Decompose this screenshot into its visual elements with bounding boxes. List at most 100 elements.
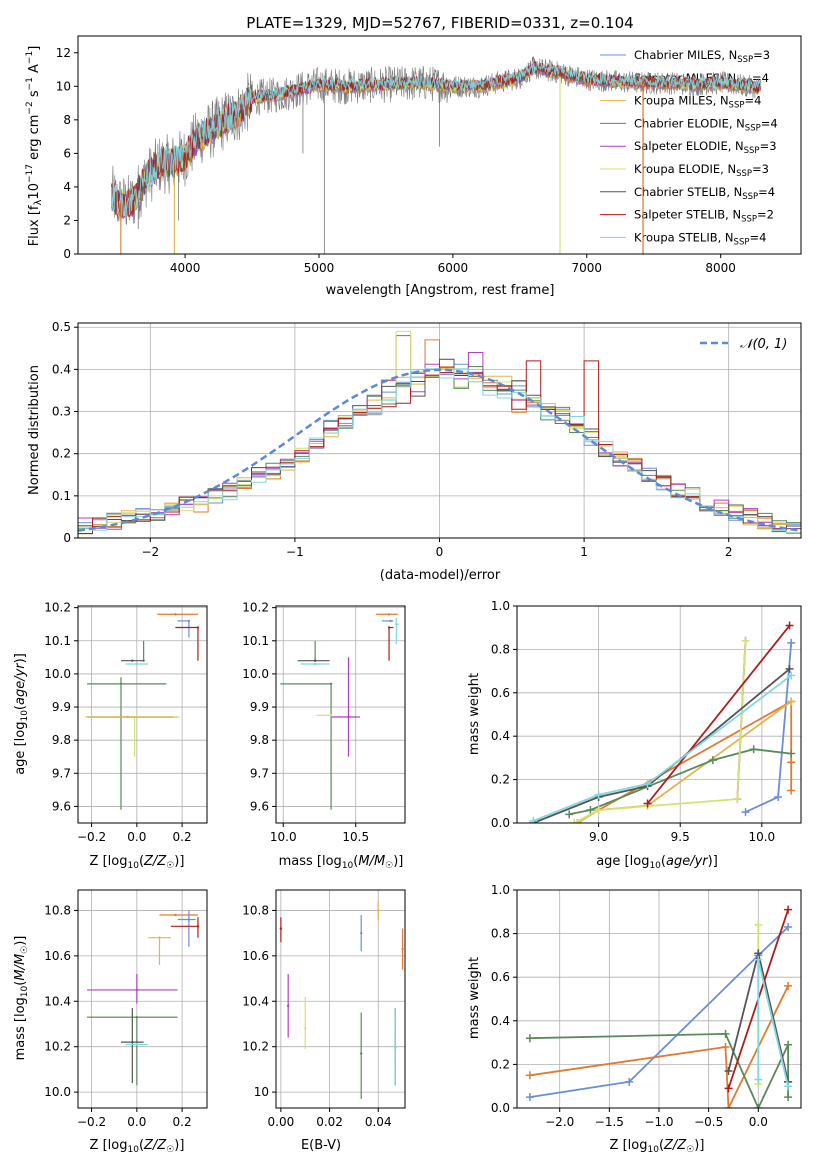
legend-label-chab_elod: Chabrier ELODIE, NSSP=4 bbox=[634, 116, 778, 133]
point-chab_elod bbox=[329, 682, 333, 686]
mw-marker-krou_stel bbox=[529, 816, 538, 823]
spectrum-xtick-label: 7000 bbox=[572, 261, 603, 275]
age_vs_mass-ytick-label: 9.7 bbox=[250, 766, 269, 780]
mw-marker-chab_miles bbox=[625, 1077, 634, 1086]
residuals-xtick-label: 1 bbox=[580, 545, 588, 559]
spectrum-xlabel: wavelength [Angstrom, rest frame] bbox=[326, 283, 555, 298]
age_vs_Z-ytick-label: 10.2 bbox=[44, 601, 71, 615]
massweight_vs_age-axes: 9.0 9.5 10.0 0.0 0.2 0.4 0.6 0.8 1.0 bbox=[491, 599, 802, 844]
mass_vs_ebv-plot-area bbox=[279, 901, 404, 1099]
point-salp_miles bbox=[174, 613, 177, 616]
spectrum-frame bbox=[77, 35, 802, 255]
point-chab_elod bbox=[359, 1052, 363, 1055]
residuals-ylabel: Normed distribution bbox=[27, 365, 42, 495]
age_vs_Z-ytick-label: 10.0 bbox=[44, 667, 71, 681]
residuals-axes: −2 −1 0 1 2 0 0.1 0.2 0.3 0.4 0.5 bbox=[52, 320, 802, 559]
age_vs_Z-axes: −0.2 0.0 0.2 9.6 9.7 9.8 9.9 10.0 10.1 10.2 bbox=[44, 601, 208, 844]
spectrum-xtick-label: 6000 bbox=[438, 261, 469, 275]
ageZ-ylabel: age [log10(age/yr)] bbox=[13, 653, 30, 775]
mw-marker-chab_elod bbox=[721, 1029, 730, 1038]
mass_vs_ebv-ytick-label: 10 bbox=[254, 1085, 269, 1099]
mw-marker-chab_elod bbox=[754, 1104, 763, 1108]
ageM-xlabel: mass [log10(M/M☉)] bbox=[279, 854, 404, 871]
mw-marker-krou_stel bbox=[787, 671, 796, 680]
mw-line-krou_stel bbox=[532, 674, 792, 822]
mass_vs_ebv-xtick-label: 0.00 bbox=[268, 1115, 295, 1129]
massweight_vs_age-ytick-label: 0.4 bbox=[491, 729, 510, 743]
mass_vs_Z-ytick-label: 10.2 bbox=[44, 1040, 71, 1054]
mw-marker-krou_stel bbox=[643, 779, 652, 788]
massweight_vs_Z-xtick-label: −2.0 bbox=[545, 1115, 574, 1129]
residuals-ytick-label: 0.3 bbox=[52, 405, 71, 419]
mw-line-chab_stel bbox=[532, 668, 791, 823]
massweight_vs_Z-ticks: −2.0 −1.5 −1.0 −0.5 0.0 0.0 0.2 0.4 0.6 0.8 1.0 bbox=[491, 883, 768, 1129]
residuals-ytick-label: 0.1 bbox=[52, 489, 71, 503]
age_vs_mass-xtick-label: 10.0 bbox=[270, 830, 297, 844]
residuals-ytick-label: 0.4 bbox=[52, 362, 71, 376]
legend-label-chab_stel: Chabrier STELIB, NSSP=4 bbox=[634, 185, 775, 202]
point-chab_stel bbox=[131, 659, 134, 662]
residuals-frame bbox=[77, 322, 802, 539]
spectrum-ytick-label: 10 bbox=[56, 79, 71, 93]
model-spectrum-krou_stel bbox=[111, 60, 762, 217]
massweight_vs_Z-ytick-label: 0.0 bbox=[491, 1101, 510, 1115]
mass_vs_ebv-ytick-label: 10.8 bbox=[242, 903, 269, 917]
mw-marker-krou_miles bbox=[787, 697, 796, 706]
legend-label-salp_elod: Salpeter ELODIE, NSSP=3 bbox=[634, 139, 777, 156]
residuals-xlabel: (data-model)/error bbox=[380, 568, 501, 583]
age_vs_mass-ytick-label: 10.2 bbox=[242, 601, 269, 615]
point-salp_miles bbox=[401, 947, 404, 951]
age_vs_Z-xtick-label: 0.2 bbox=[173, 830, 192, 844]
mw-marker-chab_elod bbox=[784, 1040, 793, 1049]
mass_vs_ebv-ytick-label: 10.2 bbox=[242, 1040, 269, 1054]
massweight_vs_Z-xtick-label: −1.0 bbox=[644, 1115, 673, 1129]
mw-marker-salp_stel bbox=[724, 1084, 733, 1093]
age_vs_Z-ytick-label: 9.6 bbox=[52, 799, 71, 813]
mw-marker-krou_stel bbox=[784, 1082, 793, 1091]
mw-marker-chab_miles bbox=[787, 638, 796, 647]
mw-marker-krou_elod bbox=[733, 795, 742, 804]
massweight_vs_Z-ytick-label: 0.8 bbox=[491, 927, 510, 941]
residuals-ytick-label: 0 bbox=[63, 531, 71, 545]
mass_vs_ebv-axes: 0.00 0.02 0.04 10 10.2 10.4 10.6 10.8 bbox=[242, 889, 406, 1129]
age_vs_Z-frame bbox=[77, 605, 208, 824]
age_vs_mass-ticks: 10.0 10.5 9.6 9.7 9.8 9.9 10.0 10.1 10.2 bbox=[242, 601, 369, 844]
age-vs-metallicity-panel: Z [log10(Z/Z☉)] age [log10(age/yr)] −0.2… bbox=[13, 601, 208, 871]
massweight-vs-age-panel: age [log10(age/yr)] mass weight 9.0 9.5 10… bbox=[467, 599, 802, 871]
residuals-xtick-label: 0 bbox=[436, 545, 444, 559]
residuals-panel: (data-model)/error Normed distribution 𝒩… bbox=[27, 320, 802, 583]
spectrum-xtick-label: 8000 bbox=[705, 261, 736, 275]
mass_vs_Z-ytick-label: 10.4 bbox=[44, 994, 71, 1008]
mass_vs_ebv-ticks: 0.00 0.02 0.04 10 10.2 10.4 10.6 10.8 bbox=[242, 903, 391, 1129]
point-salp_stel bbox=[387, 626, 391, 629]
mass_vs_Z-ytick-label: 10.8 bbox=[44, 903, 71, 917]
massweight_vs_age-xtick-label: 9.0 bbox=[589, 830, 608, 844]
mass_vs_ebv-ytick-label: 10.6 bbox=[242, 949, 269, 963]
spectrum-ytick-label: 12 bbox=[56, 46, 71, 60]
mw-marker-chab_elod bbox=[784, 1093, 793, 1102]
massweight_vs_Z-frame bbox=[516, 889, 802, 1109]
mass_vs_Z-ticks: −0.2 0.0 0.2 10.0 10.2 10.4 10.6 10.8 bbox=[44, 903, 191, 1129]
point-chab_elod bbox=[119, 682, 123, 686]
mass_vs_Z-frame bbox=[77, 889, 208, 1109]
mw-marker-chab_miles bbox=[741, 808, 750, 817]
mass_vs_Z-xtick-label: −0.2 bbox=[77, 1115, 106, 1129]
point-salp_elod bbox=[347, 715, 350, 719]
spectrum-ticks: 4000 5000 6000 7000 8000 0 2 4 6 8 10 12 bbox=[56, 46, 736, 275]
spectrum-panel: PLATE=1329, MJD=52767, FIBERID=0331, z=0… bbox=[25, 14, 802, 298]
massweight_vs_age-frame bbox=[516, 605, 802, 824]
age_vs_Z-ticks: −0.2 0.0 0.2 9.6 9.7 9.8 9.9 10.0 10.1 10.2 bbox=[44, 601, 191, 844]
point-krou_stel bbox=[313, 662, 317, 666]
massweight_vs_Z-axes: −2.0 −1.5 −1.0 −0.5 0.0 0.0 0.2 0.4 0.6 0.8 1.0 bbox=[491, 883, 802, 1129]
spectrum-ytick-label: 4 bbox=[63, 180, 71, 194]
mw-marker-chab_elod bbox=[525, 1034, 534, 1043]
massweight_vs_Z-ytick-label: 1.0 bbox=[491, 883, 510, 897]
mass_vs_Z-axes: −0.2 0.0 0.2 10.0 10.2 10.4 10.6 10.8 bbox=[44, 889, 208, 1129]
massweight-vs-metallicity-panel: Z [log10(Z/Z☉)] mass weight −2.0 −1.5 −1.0… bbox=[467, 883, 802, 1155]
mass_vs_Z-ytick-label: 10.0 bbox=[44, 1085, 71, 1099]
legend-label-krou_stel: Kroupa STELIB, NSSP=4 bbox=[634, 230, 766, 247]
ageZ-xlabel: Z [log10(Z/Z☉)] bbox=[90, 854, 185, 871]
age_vs_mass-xtick-label: 10.5 bbox=[342, 830, 369, 844]
massweight_vs_age-plot-area bbox=[529, 621, 796, 823]
